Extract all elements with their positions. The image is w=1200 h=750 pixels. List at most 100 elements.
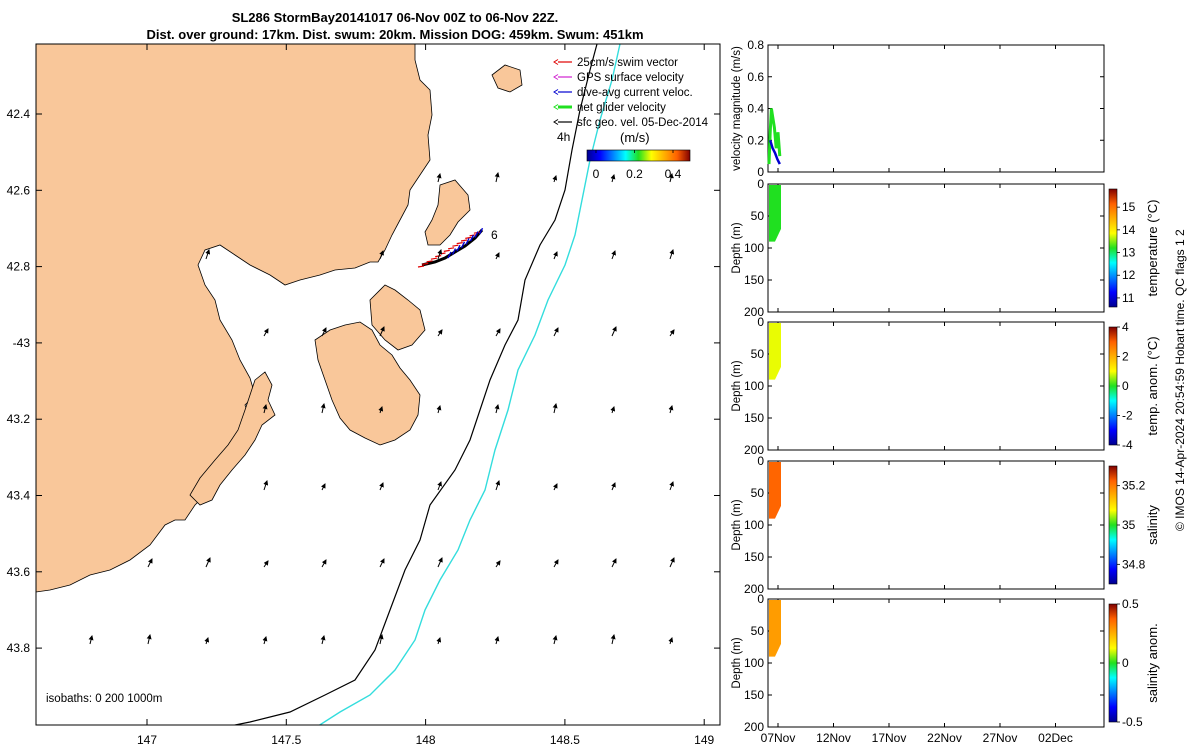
glider-track — [421, 229, 484, 267]
geo-velocity-arrow — [494, 404, 500, 414]
geo-velocity-arrow — [610, 634, 616, 645]
speed-colorbar-tick-label: 0.2 — [626, 167, 643, 181]
geo-velocity-arrow — [379, 326, 385, 337]
hours-label: 4h — [557, 130, 570, 144]
current-vector — [474, 231, 479, 238]
y-tick-label: 150 — [744, 550, 764, 564]
tasmania-mainland — [36, 44, 433, 593]
swim-vector — [465, 236, 472, 239]
geo-velocity-arrow — [553, 251, 558, 260]
geo-velocity-arrow — [437, 249, 443, 260]
colorbar-label: salinity — [1145, 505, 1160, 545]
legend-label: GPS surface velocity — [577, 72, 684, 84]
geo-velocity-arrow — [611, 482, 616, 491]
geo-velocity-arrow — [321, 327, 327, 337]
panel-temperature: 0 50 100 150 200 Depth (m) 11 12 13 14 15 temperatu… — [731, 177, 1160, 319]
lat-tick-label: 42.4 — [7, 107, 31, 121]
y-tick-label: 0.8 — [747, 38, 764, 52]
geo-velocity-arrow — [494, 252, 500, 260]
time-tick-label: 17Nov — [872, 731, 907, 745]
colorbar-label: salinity anom. — [1145, 623, 1160, 702]
y-tick-label: 200 — [744, 443, 764, 457]
colorbar-tick-label: 14 — [1122, 223, 1136, 237]
lat-tick-label: -43 — [13, 336, 31, 350]
geo-velocity-arrow — [610, 406, 616, 414]
geo-velocity-arrow — [379, 482, 384, 491]
y-axis-label: Depth (m) — [731, 499, 743, 550]
swim-vector — [456, 242, 463, 245]
geo-velocity-arrow — [321, 559, 327, 568]
swim-vectors — [417, 227, 484, 268]
lat-tick-label: 43.4 — [7, 489, 31, 503]
lon-tick-label: 147.5 — [271, 733, 301, 747]
colorbar — [1108, 188, 1118, 308]
lon-tick-label: 148 — [416, 733, 436, 747]
y-tick-label: 0 — [757, 454, 764, 468]
colorbar-tick-label: 0.5 — [1122, 597, 1139, 611]
y-tick-label: 100 — [744, 518, 764, 532]
legend-arrowhead — [553, 104, 559, 110]
profile-data-block — [769, 462, 781, 519]
geo-velocity-arrow — [262, 404, 268, 414]
lon-tick-label: 147 — [137, 733, 157, 747]
y-tick-label: 150 — [744, 411, 764, 425]
series-line-dive-avg — [769, 139, 781, 165]
geo-velocity-arrow — [263, 480, 269, 491]
geo-velocity-arrow — [669, 557, 675, 568]
time-tick-label: 12Nov — [816, 731, 851, 745]
colorbar-tick-label: 0 — [1122, 656, 1129, 670]
surface-geostrophic-vectors — [88, 172, 675, 645]
swim-vector — [426, 260, 433, 263]
geo-velocity-arrow — [436, 405, 442, 414]
geo-velocity-arrow — [205, 557, 211, 568]
y-tick-label: 100 — [744, 379, 764, 393]
y-tick-label: 100 — [744, 656, 764, 670]
colorbar-tick-label: 12 — [1122, 268, 1136, 282]
colorbar-tick-label: 35.2 — [1122, 479, 1146, 493]
geo-velocity-arrow — [495, 560, 501, 568]
panel-velocity: 0 0.2 0.4 0.6 0.8 velocity magnitude (m/s) — [731, 38, 1105, 179]
geo-velocity-arrow — [611, 558, 617, 568]
geo-velocity-arrow — [379, 558, 385, 568]
panel-frame — [767, 183, 1105, 313]
current-vector — [456, 244, 461, 252]
geo-velocity-arrow — [668, 173, 674, 183]
y-tick-label: 0 — [757, 177, 764, 191]
tasman-peninsula — [314, 321, 421, 446]
plot-title-line2: Dist. over ground: 17km. Dist. swum: 20k… — [146, 27, 644, 42]
geo-velocity-arrow — [320, 483, 326, 491]
y-tick-label: 0.2 — [747, 133, 764, 147]
geo-velocity-arrow — [378, 634, 384, 645]
profile-data-block — [769, 323, 781, 380]
lon-tick-label: 149 — [694, 733, 714, 747]
latitude-ticks: 42.4 42.6 42.8 -43 43.2 43.4 43.6 43.8 — [7, 107, 720, 655]
maria-island — [424, 179, 471, 246]
y-axis-label: velocity magnitude (m/s) — [731, 46, 743, 171]
geo-velocity-arrow — [436, 173, 442, 183]
geo-velocity-arrow — [437, 481, 442, 491]
geo-velocity-arrow — [495, 328, 501, 337]
time-tick-label: 02Dec — [1038, 731, 1073, 745]
geo-velocity-arrow — [494, 636, 500, 645]
legend-arrowhead — [553, 89, 559, 95]
colorbar-tick-label: 13 — [1122, 246, 1136, 260]
y-tick-label: 0 — [757, 165, 764, 179]
y-tick-label: 200 — [744, 720, 764, 734]
geo-velocity-arrow — [495, 480, 501, 491]
copyright-note: © IMOS 14-Apr-2024 20:54:59 Hobart time.… — [1173, 229, 1187, 531]
swim-vector — [460, 239, 468, 242]
y-tick-label: 50 — [751, 347, 765, 361]
geo-velocity-arrow — [146, 634, 152, 645]
y-tick-label: 0.4 — [747, 102, 764, 116]
lat-tick-label: 43.6 — [7, 565, 31, 579]
geo-velocity-arrow — [263, 328, 269, 337]
swim-vector — [435, 255, 442, 258]
geo-velocity-arrow — [320, 635, 326, 645]
y-tick-label: 0.6 — [747, 70, 764, 84]
geo-velocity-arrow — [437, 329, 443, 337]
colorbar-tick-label: 0 — [1122, 379, 1129, 393]
colorbar — [1108, 465, 1118, 585]
panel-frame — [767, 460, 1105, 590]
colorbar-tick-label: 35 — [1122, 518, 1136, 532]
